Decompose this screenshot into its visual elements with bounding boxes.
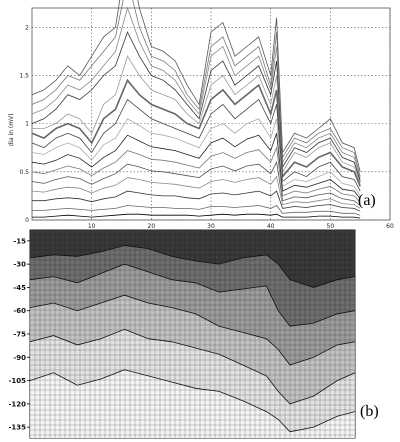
x-tick-label: 60: [386, 223, 394, 230]
series-line: [31, 118, 361, 197]
heatmap-panel: -15 -30 -45 -60 -75 -90 -105 -120 -135 (b): [8, 229, 379, 439]
y-tick-label: 1.5: [19, 72, 29, 79]
contour-line: [29, 263, 356, 327]
y-tick-label: -75: [13, 331, 26, 339]
panel-label-b: (b): [360, 403, 379, 420]
y-tick-label: 0: [25, 217, 29, 224]
contour-region: [30, 230, 355, 288]
y-tick-label: 1: [25, 121, 29, 128]
series-line: [31, 31, 361, 182]
line-chart-y-label: dia in (mV): [8, 113, 15, 146]
contour-region: [30, 295, 355, 404]
x-tick-label: 50: [327, 223, 335, 230]
heatmap-contours: [29, 245, 356, 433]
y-tick-label: -15: [13, 237, 26, 245]
series-line: [31, 78, 361, 187]
series-line: [32, 204, 361, 216]
contour-region: [30, 369, 355, 438]
series-line: [32, 213, 361, 219]
series-line: [32, 190, 361, 212]
line-chart-y-ticks: 0 0.5 1 1.5 2: [19, 24, 29, 224]
x-tick-label: 40: [267, 223, 275, 230]
y-tick-label: -90: [13, 354, 26, 362]
y-tick-label: 2: [25, 24, 29, 31]
x-tick-label: 10: [88, 223, 96, 230]
heatmap-regions: [30, 230, 355, 438]
series-line: [31, 0, 361, 177]
y-tick-label: -105: [8, 377, 26, 385]
series-line: [31, 6, 361, 180]
x-tick-label: 20: [148, 223, 156, 230]
panel-label-a: (a): [358, 192, 376, 209]
series-line: [32, 55, 361, 184]
series-line: [31, 98, 361, 192]
line-chart-panel: 10 20 30 40 50 60 0 0.5 1 1.5 2 dia in (mV) (a): [8, 0, 394, 230]
y-tick-label: -45: [13, 284, 26, 292]
x-tick-label: 30: [207, 223, 215, 230]
y-tick-label: -135: [8, 424, 26, 432]
heatmap-grid: [29, 229, 356, 438]
y-tick-label: -30: [13, 261, 26, 269]
contour-line: [29, 245, 356, 288]
series-line: [31, 133, 361, 200]
contour-region: [30, 245, 355, 327]
series-line: [31, 160, 361, 206]
line-chart-x-ticks: 10 20 30 40 50 60: [88, 223, 394, 230]
series-line: [31, 0, 361, 172]
y-tick-label: 0.5: [19, 169, 29, 176]
heatmap-y-ticks: -15 -30 -45 -60 -75 -90 -105 -120 -135: [8, 237, 30, 432]
series-line: [31, 175, 361, 209]
contour-region: [30, 264, 355, 365]
y-tick-label: -60: [13, 307, 26, 315]
series-line: [31, 146, 361, 203]
line-chart-series: [31, 0, 361, 219]
y-tick-label: -120: [8, 400, 26, 408]
